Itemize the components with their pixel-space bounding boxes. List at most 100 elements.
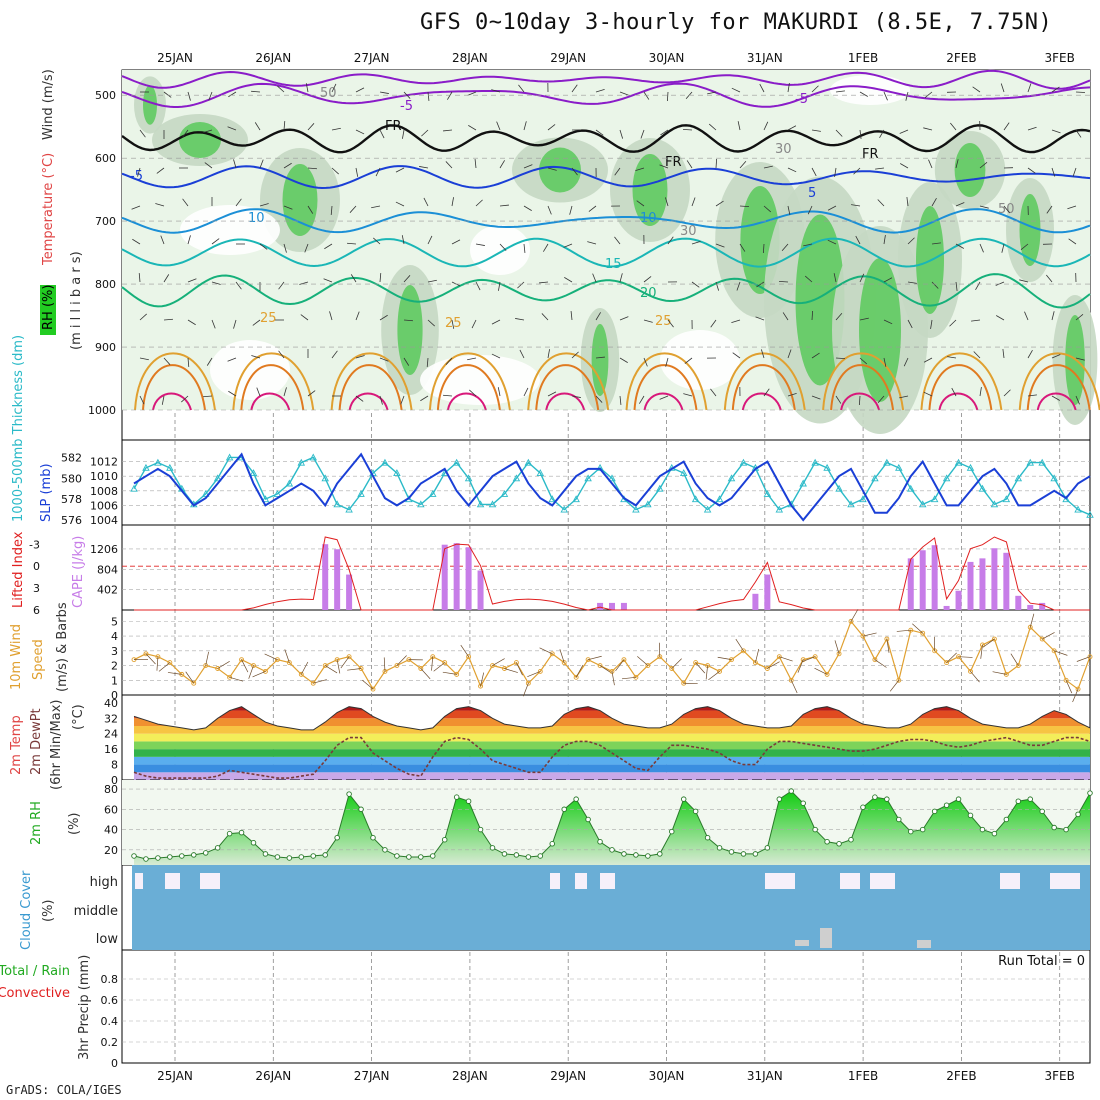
- cape-label-cape: CAPE (J/kg): [71, 536, 86, 608]
- rh2m-point: [1051, 824, 1057, 831]
- wind-barb: [474, 159, 477, 169]
- thickness-point: [1038, 458, 1046, 466]
- rh2m-point: [155, 855, 161, 861]
- wind-barb: [519, 349, 525, 359]
- wind-speed-point: [991, 636, 997, 642]
- wind-barb-10m: [248, 665, 254, 679]
- wind-barb-10m: [264, 653, 278, 660]
- pressure-tick: 1000: [88, 404, 116, 417]
- cloud-level-label: middle: [74, 904, 118, 919]
- temp2m-line: [133, 706, 1091, 731]
- wind-barb: [804, 275, 813, 283]
- wind-barb: [451, 197, 454, 207]
- thickness-point: [644, 500, 652, 508]
- rh2m-point: [262, 851, 269, 857]
- cape-tick: 1206: [90, 543, 118, 556]
- wind-barb: [571, 395, 581, 398]
- isotherm-label: FR: [385, 119, 402, 134]
- wind-barb: [739, 160, 747, 169]
- wind-barb-10m: [946, 652, 957, 663]
- wind-barb: [547, 391, 557, 397]
- rh2m-point: [465, 798, 472, 804]
- isotherm-30-arc: [240, 364, 305, 411]
- wind-barb-10m: [205, 651, 209, 666]
- precip-label-b: Convective: [0, 986, 70, 1001]
- wind-speed-point: [334, 657, 340, 663]
- rh-high-area: [954, 143, 986, 197]
- wind-barb: [227, 126, 237, 131]
- wind-barb: [497, 387, 501, 397]
- wind-barb: [475, 199, 483, 207]
- wind-barb-10m: [874, 659, 887, 668]
- wind-barb: [664, 197, 669, 207]
- wind-barb-10m: [705, 665, 708, 680]
- wind-barb: [427, 279, 437, 283]
- date-label-bottom: 31JAN: [747, 1069, 783, 1083]
- temp-bands: [134, 706, 1090, 780]
- isotherm-30-arc: [1026, 364, 1091, 411]
- wind-barb: [858, 395, 861, 406]
- wind-tick: 4: [111, 630, 118, 643]
- rh-dry-area: [660, 330, 740, 390]
- wind-barb: [227, 357, 237, 362]
- precip-label-c: 3hr Precip (mm): [77, 955, 92, 1060]
- thickness-point: [154, 458, 162, 466]
- wind-barb: [307, 205, 314, 214]
- rh2m-point: [1075, 811, 1081, 818]
- isotherm-30-arc: [633, 364, 698, 411]
- wind-barb: [619, 395, 622, 405]
- thickness-point: [381, 458, 389, 466]
- wind-speed-point: [597, 663, 603, 668]
- wind-barb: [182, 129, 189, 138]
- isotherm-35-arc: [545, 392, 586, 411]
- date-label-top: 29JAN: [550, 51, 586, 65]
- wind-barb: [252, 319, 261, 326]
- wind-barb: [277, 85, 285, 93]
- thickness-point: [297, 458, 306, 466]
- wind-barb-10m: [492, 658, 505, 666]
- isotherm-35-arc: [250, 392, 291, 411]
- wind-barb: [691, 240, 701, 245]
- wind-barb-10m: [480, 672, 485, 687]
- wind-barb: [859, 91, 868, 97]
- wind-barb-10m: [992, 671, 1007, 675]
- thickness-point: [1050, 474, 1058, 482]
- isotherm-25-arc: [920, 352, 1003, 411]
- rh-legend-swatch: [40, 285, 56, 335]
- wind-speed-point: [1027, 624, 1033, 630]
- isotherm-25-arc: [428, 352, 511, 411]
- thickness-point: [213, 474, 222, 482]
- wind-barb: [547, 205, 552, 215]
- wind-barb: [403, 275, 411, 283]
- wind-barb: [715, 243, 725, 248]
- wind-barb: [254, 122, 261, 131]
- isotherm-label: 25: [655, 314, 672, 329]
- thickness-point: [679, 469, 688, 477]
- wind-barb: [595, 395, 603, 403]
- temp-tick: 32: [104, 712, 118, 725]
- wind-barb-10m: [252, 671, 266, 678]
- wind-barb: [278, 281, 285, 290]
- wind-barb: [283, 243, 287, 253]
- rh2m-point: [477, 826, 484, 833]
- thickness-point: [524, 458, 533, 466]
- rh2m-point: [190, 852, 197, 858]
- wind-barb-10m: [396, 655, 407, 666]
- wind-barb: [924, 91, 933, 98]
- thickness-point: [488, 500, 497, 508]
- temp-tick: 24: [104, 728, 118, 741]
- wind-barb: [250, 90, 261, 93]
- wind-speed-point: [573, 674, 579, 680]
- wind-barb: [1075, 129, 1082, 138]
- wind-barb: [1068, 238, 1077, 245]
- wind-barb: [1001, 243, 1005, 253]
- wind-barb: [951, 387, 957, 397]
- cloud-gap: [550, 873, 560, 889]
- thickness-point: [871, 474, 879, 482]
- wind-barb: [883, 319, 893, 325]
- thickness-point: [512, 474, 521, 482]
- temp-tick: 0: [111, 774, 118, 787]
- wind-barb: [228, 91, 237, 98]
- thickness-point: [309, 453, 318, 461]
- wind-barb: [666, 91, 669, 102]
